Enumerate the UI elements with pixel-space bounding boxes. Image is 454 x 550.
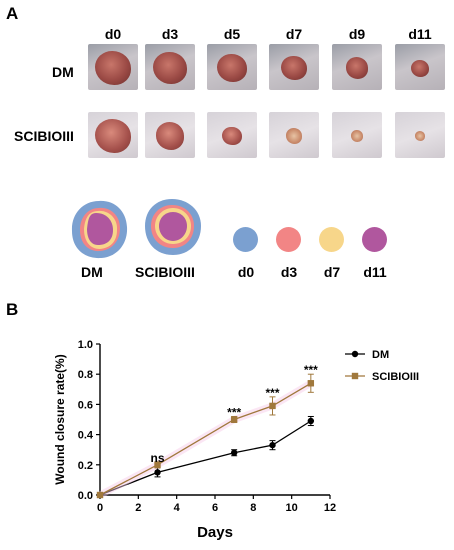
dm-d11-region: [87, 213, 113, 245]
wound-area: [155, 122, 185, 150]
x-tick-label: 12: [324, 502, 336, 514]
x-tick-label: 2: [135, 502, 141, 514]
wound-area: [285, 128, 303, 144]
wound-photo-dm-d5: [207, 44, 257, 90]
wound-photo-scibioiii-d9: [332, 112, 382, 158]
legend-label-d3: d3: [280, 264, 298, 280]
y-tick-label: 1.0: [78, 339, 93, 351]
day-label-d3: d3: [161, 26, 179, 42]
legend-dot-d7: [319, 227, 344, 252]
day-label-d7: d7: [285, 26, 303, 42]
y-tick-label: 0.0: [78, 490, 93, 502]
y-tick-label: 0.6: [78, 399, 93, 411]
schematic-label-scibioiii: SCIBIOIII: [135, 264, 195, 280]
legend-label-d7: d7: [323, 264, 341, 280]
panel-b-letter: B: [6, 300, 19, 319]
data-point-scibioiii: [269, 402, 276, 410]
wound-area: [95, 119, 131, 153]
data-point-dm: [269, 441, 276, 449]
x-tick-label: 10: [286, 502, 298, 514]
day-label-d11: d11: [408, 26, 432, 42]
legend-label-scibioiii: SCIBIOIII: [372, 371, 419, 383]
wound-area: [345, 57, 369, 79]
schematic-label-dm: DM: [81, 264, 103, 280]
row-label-scibioiii: SCIBIOIII: [14, 128, 74, 144]
scibioiii-wound-schematic: [142, 196, 204, 258]
data-point-dm: [230, 449, 238, 456]
legend-marker-scibioiii: [351, 372, 359, 380]
wound-area: [95, 51, 131, 85]
significance-label: ***: [227, 405, 241, 419]
x-axis-label: Days: [197, 524, 233, 541]
x-tick-label: 4: [174, 502, 181, 514]
legend-dot-d3: [276, 227, 301, 252]
data-point-dm: [154, 469, 161, 476]
wound-photo-scibioiii-d11: [395, 112, 445, 158]
data-point-dm: [307, 417, 315, 425]
data-point-scibioiii: [154, 461, 161, 468]
legend-label-dm: DM: [372, 349, 389, 361]
panel-a-letter: A: [6, 4, 19, 23]
wound-photo-dm-d7: [269, 44, 319, 90]
significance-label: ***: [304, 363, 318, 377]
scibioiii-d11-region: [159, 212, 187, 241]
data-point-scibioiii: [230, 416, 238, 423]
wound-photo-dm-d11: [395, 44, 445, 90]
day-label-d0: d0: [104, 26, 122, 42]
wound-photo-dm-d3: [145, 44, 195, 90]
dm-wound-schematic: [68, 198, 130, 260]
significance-label: ns: [150, 451, 164, 465]
legend-label-d11: d11: [363, 264, 387, 280]
y-tick-label: 0.8: [78, 369, 93, 381]
wound-closure-chart: 0.0 0.2 0.4 0.6 0.8 1.0 0 2 4 6 8 10 12 Days Wound clo…: [53, 339, 419, 541]
wound-area: [411, 59, 429, 77]
wound-photo-scibioiii-d5: [207, 112, 257, 158]
wound-area: [152, 51, 188, 85]
wound-area: [216, 53, 248, 83]
wound-photo-scibioiii-d0: [88, 112, 138, 158]
y-axis-label: Wound closure rate(%): [53, 354, 67, 484]
significance-label: ***: [265, 386, 279, 400]
wound-area: [350, 130, 364, 142]
wound-photo-dm-d9: [332, 44, 382, 90]
legend-label-d0: d0: [237, 264, 255, 280]
data-point-scibioiii: [307, 380, 315, 387]
x-tick-label: 0: [97, 502, 103, 514]
wound-area: [414, 130, 426, 142]
day-label-d9: d9: [348, 26, 366, 42]
wound-area: [222, 126, 242, 146]
y-tick-label: 0.2: [78, 460, 93, 472]
data-point-scibioiii: [96, 491, 104, 499]
y-tick-label: 0.4: [78, 430, 94, 442]
legend-marker-dm: [351, 350, 359, 358]
x-tick-label: 8: [250, 502, 256, 514]
row-label-dm: DM: [52, 64, 74, 80]
wound-photo-scibioiii-d7: [269, 112, 319, 158]
day-label-d5: d5: [223, 26, 241, 42]
wound-area: [281, 55, 307, 81]
series-line-dm: [99, 420, 312, 496]
legend-dot-d11: [362, 227, 387, 252]
wound-photo-scibioiii-d3: [145, 112, 195, 158]
wound-photo-dm-d0: [88, 44, 138, 90]
legend-dot-d0: [233, 227, 258, 252]
x-tick-label: 6: [212, 502, 218, 514]
